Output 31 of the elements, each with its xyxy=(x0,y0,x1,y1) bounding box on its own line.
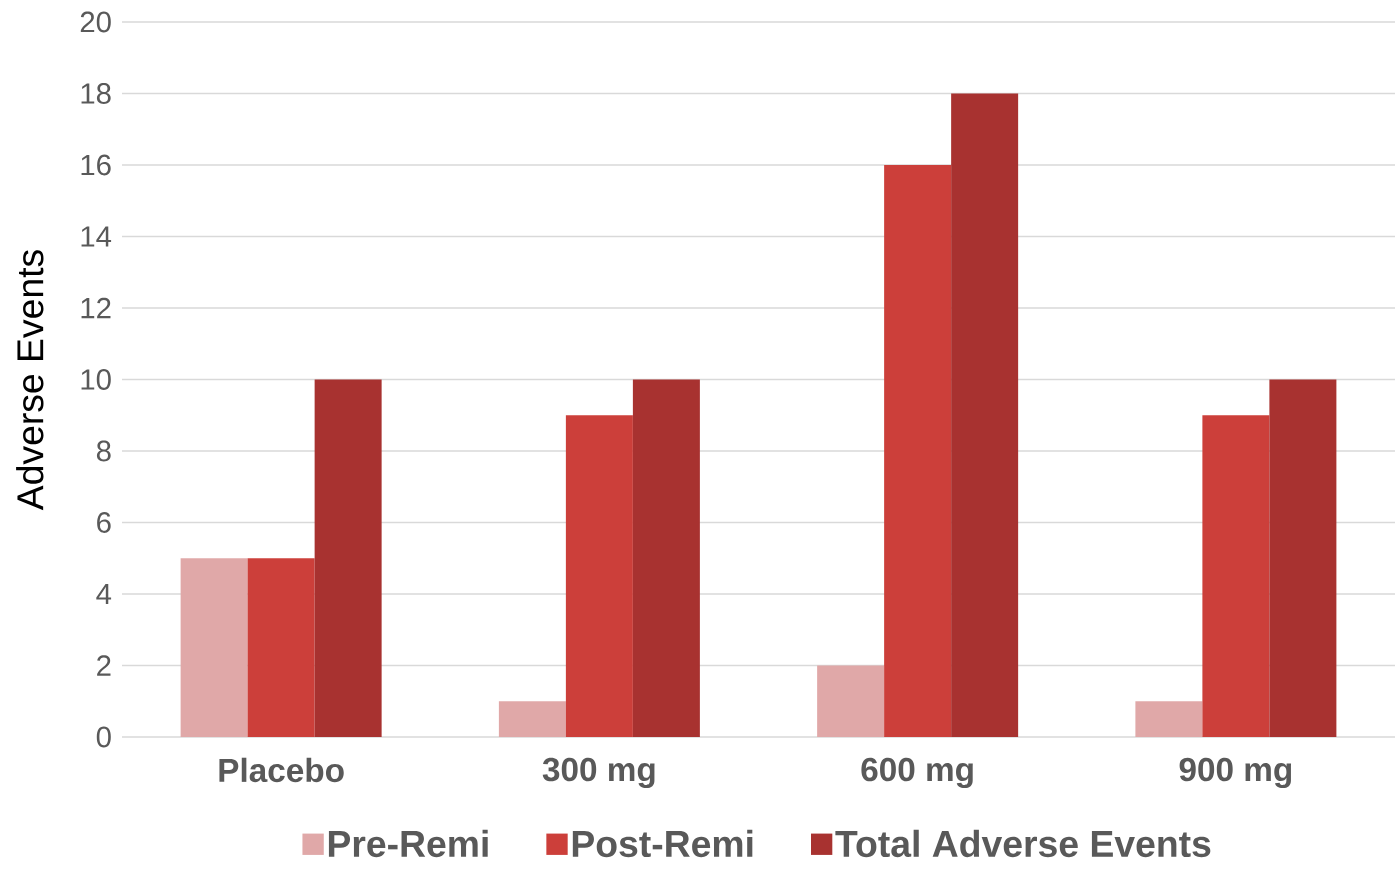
y-tick-label: 10 xyxy=(81,369,111,390)
bar xyxy=(817,665,885,737)
bar xyxy=(180,558,248,737)
y-tick-label: 6 xyxy=(97,512,111,533)
y-tick-label: 8 xyxy=(96,440,111,462)
y-tick-label: 0 xyxy=(96,726,111,748)
y-tick-label: 20 xyxy=(80,11,111,33)
bar xyxy=(1269,379,1337,737)
x-tick-label: 600 mg xyxy=(861,757,973,789)
bar xyxy=(565,415,633,737)
bar xyxy=(884,165,952,737)
bar xyxy=(498,701,566,737)
y-axis-title: Adverse Events xyxy=(16,250,44,511)
y-tick-label: 16 xyxy=(81,154,111,176)
x-tick-label: Placebo xyxy=(219,757,344,783)
y-tick-label: 4 xyxy=(96,583,112,605)
y-tick-label: 14 xyxy=(81,226,112,247)
bar xyxy=(951,93,1019,737)
legend-label: Post-Remi xyxy=(572,829,753,858)
y-tick-label: 18 xyxy=(81,83,111,104)
legend-label: Pre-Remi xyxy=(328,829,488,858)
bar xyxy=(247,558,315,737)
bar xyxy=(1135,701,1203,737)
bar xyxy=(632,379,700,737)
bar xyxy=(314,379,382,737)
bar xyxy=(1202,415,1270,737)
y-tick-label: 12 xyxy=(81,297,111,319)
x-tick-label: 300 mg xyxy=(542,757,655,789)
y-tick-label: 2 xyxy=(97,655,111,676)
legend-label: Total Adverse Events xyxy=(835,829,1211,858)
x-tick-label: 900 mg xyxy=(1179,757,1292,789)
